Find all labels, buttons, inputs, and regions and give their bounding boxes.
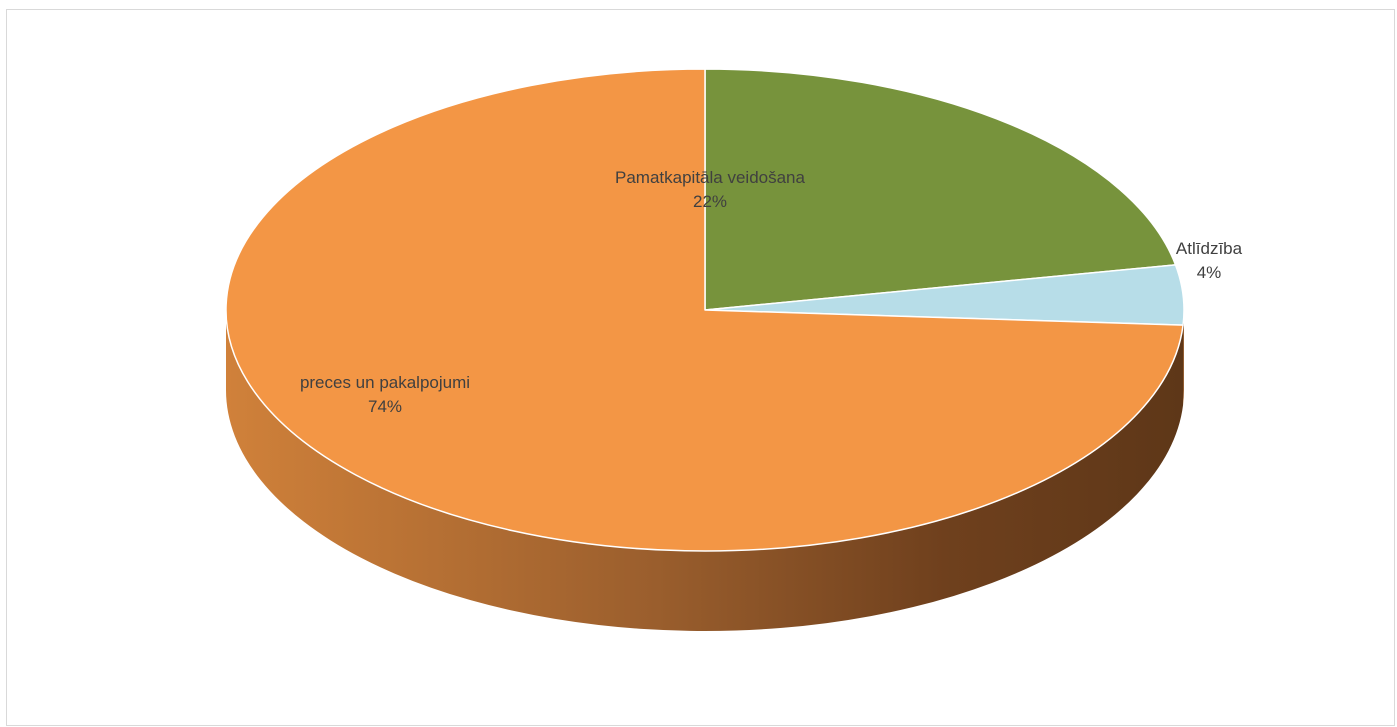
- data-label-preces-un-pakalpojumi: preces un pakalpojumi 74%: [300, 373, 470, 416]
- data-label-name: Atlīdzība: [1176, 239, 1243, 258]
- pie-side-preces-un-pakalpojumi: [226, 310, 1184, 631]
- data-label-name: preces un pakalpojumi: [300, 373, 470, 392]
- pie-chart: Pamatkapitāla veidošana 22% Atlīdzība 4% pre…: [225, 68, 1243, 631]
- data-label-value: 74%: [368, 397, 402, 416]
- data-label-atlidziba: Atlīdzība 4%: [1176, 239, 1243, 282]
- data-label-value: 22%: [693, 192, 727, 211]
- chart-area: Pamatkapitāla veidošana 22% Atlīdzība 4% pre…: [6, 9, 1395, 726]
- pie-slice-preces-un-pakalpojumi: [225, 68, 1184, 552]
- data-label-value: 4%: [1197, 263, 1222, 282]
- pie-slice-pamatkapitala-veidosana: [704, 68, 1177, 311]
- data-label-pamatkapitala-veidosana: Pamatkapitāla veidošana 22%: [615, 168, 806, 211]
- data-label-name: Pamatkapitāla veidošana: [615, 168, 806, 187]
- pie-side-atlidziba: [1183, 310, 1184, 406]
